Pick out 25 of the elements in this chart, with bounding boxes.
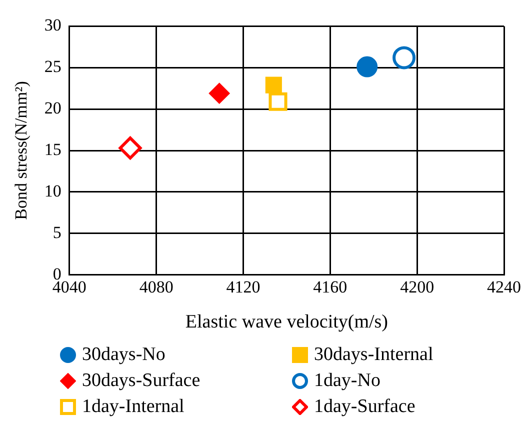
- x-tick-label: 4160: [313, 277, 348, 296]
- legend-label: 1day-Surface: [314, 396, 416, 418]
- point: [356, 56, 378, 78]
- point: [268, 92, 288, 111]
- y-tick-label: 5: [52, 222, 62, 242]
- legend-label: 30days-Internal: [314, 344, 434, 366]
- y-tick-label: 15: [44, 140, 62, 159]
- point: [392, 46, 416, 70]
- x-axis-title: Elastic wave velocity(m/s): [185, 312, 388, 333]
- legend-label: 30days-No: [82, 344, 166, 366]
- y-tick-label: 25: [44, 57, 62, 76]
- point: [208, 82, 230, 104]
- legend-label: 1day-Internal: [82, 396, 184, 418]
- x-tick-label: 4240: [487, 277, 521, 296]
- y-tick-label: 10: [44, 181, 62, 200]
- x-tick-label: 4120: [226, 277, 260, 296]
- y-tick-label: 20: [44, 98, 62, 118]
- y-axis-title: Bond stress(N/mm²): [12, 81, 31, 220]
- x-tick-label: 4080: [139, 277, 174, 296]
- point: [118, 136, 142, 160]
- y-tick-label: 30: [44, 16, 62, 35]
- legend-label: 1day-No: [314, 370, 380, 392]
- legend-label: 30days-Surface: [82, 370, 200, 392]
- point: [265, 76, 282, 94]
- x-tick-label: 4200: [400, 277, 434, 296]
